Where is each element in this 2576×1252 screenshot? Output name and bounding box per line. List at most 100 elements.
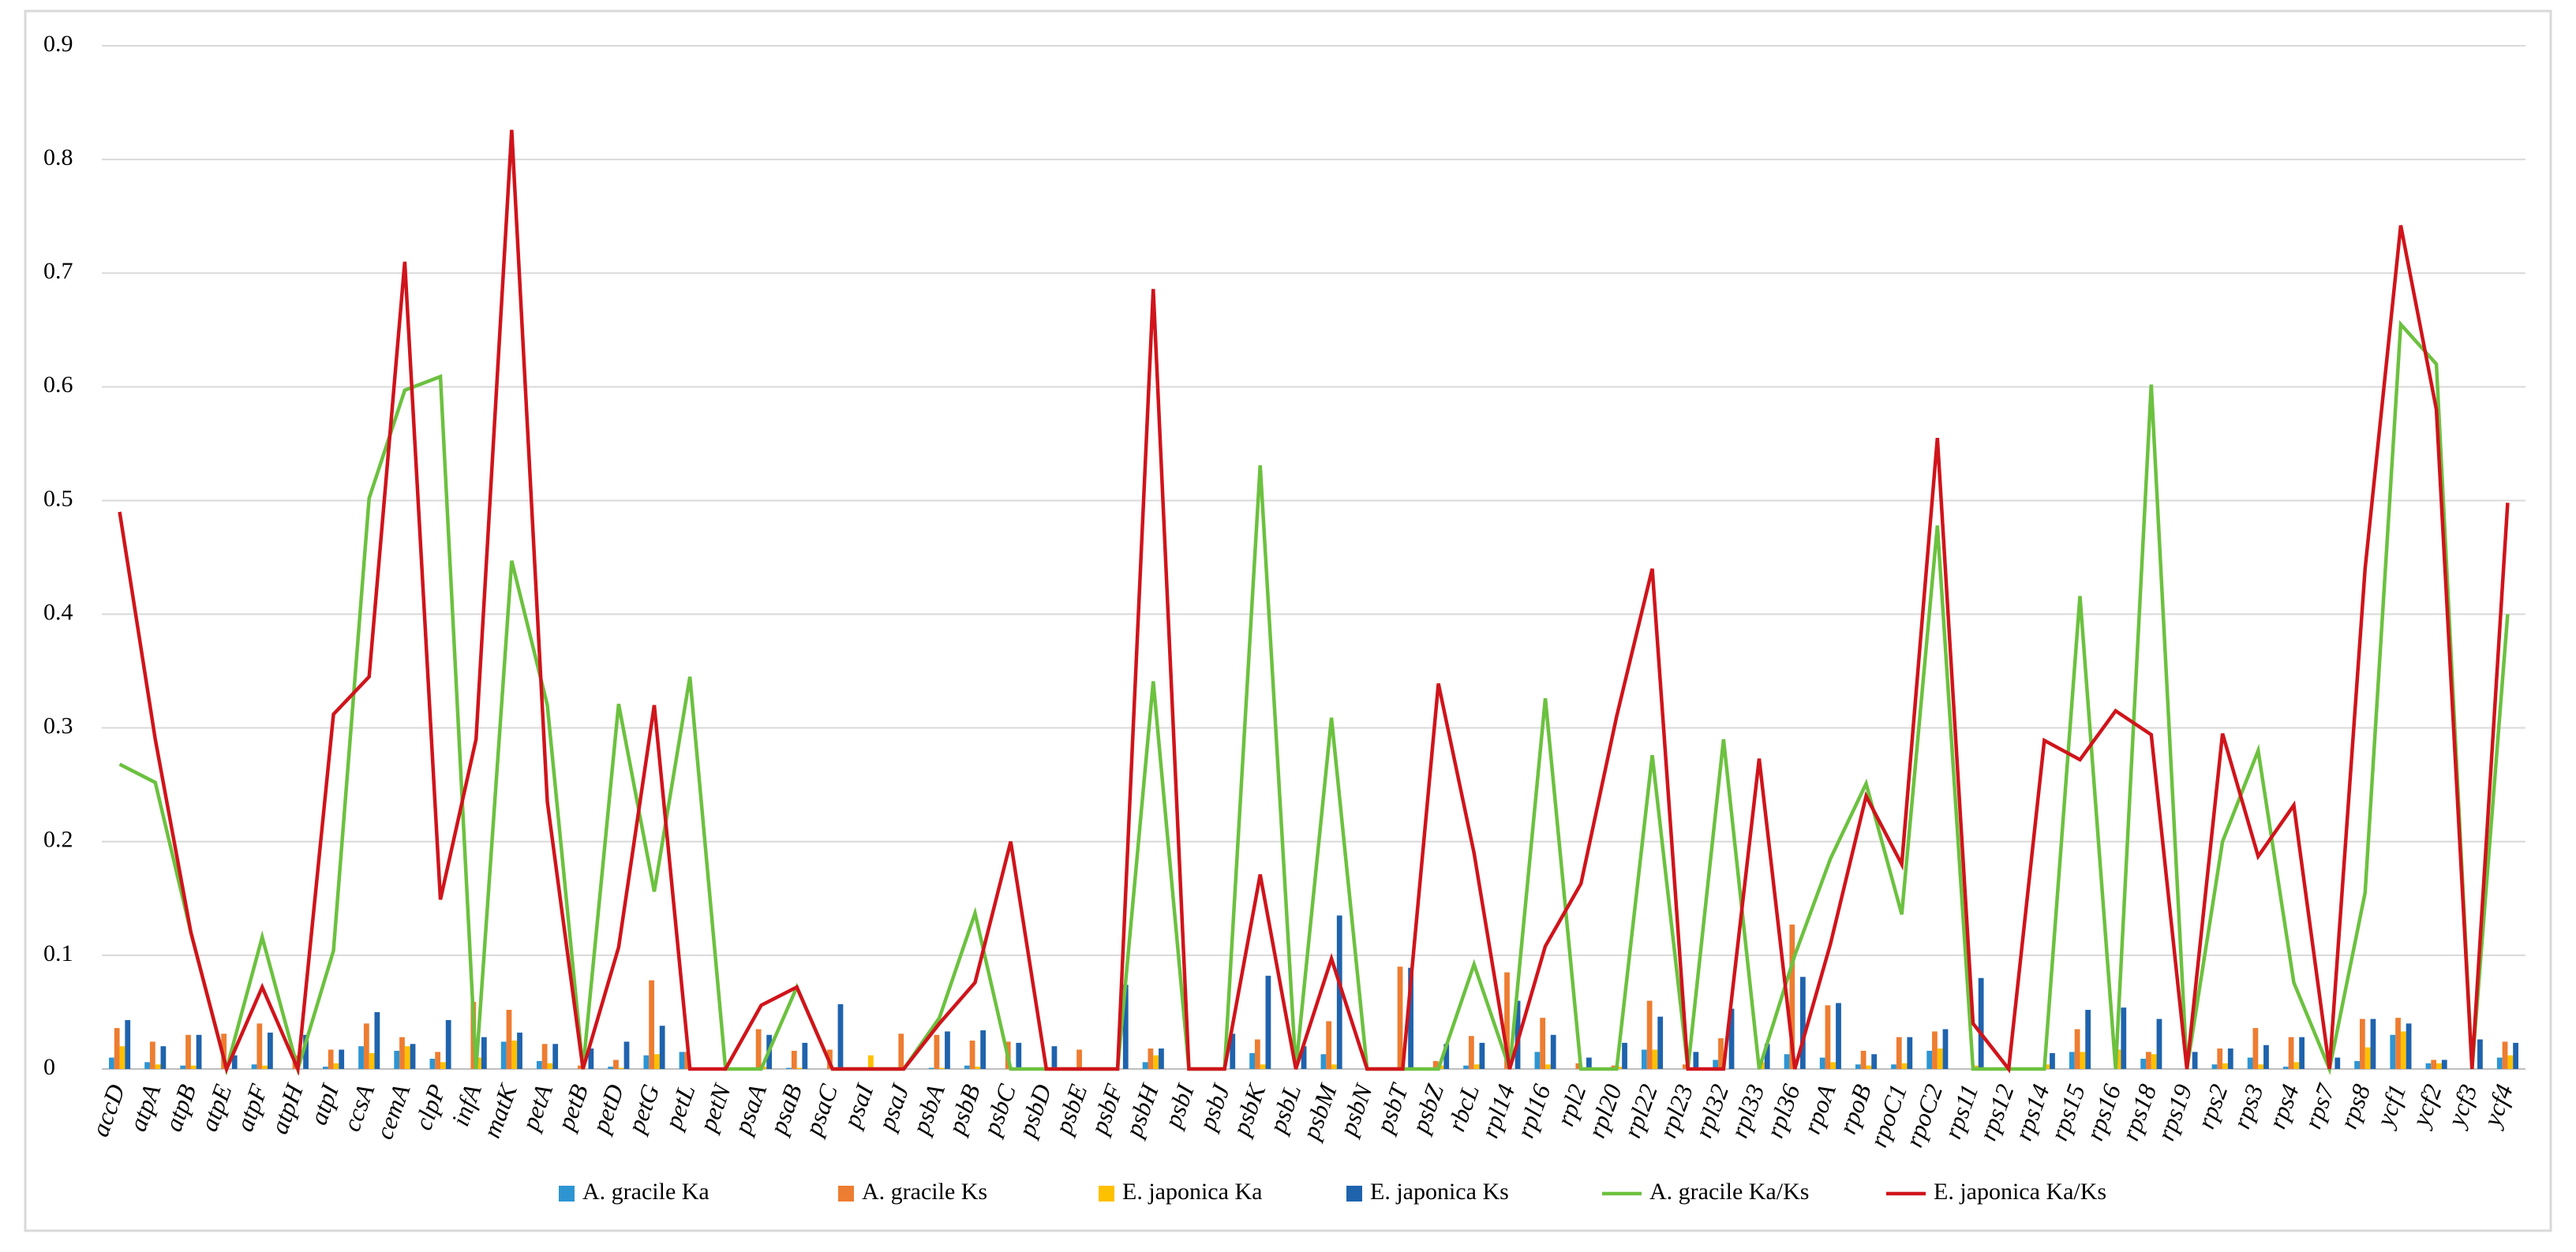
legend-swatch xyxy=(1099,1186,1114,1202)
bar xyxy=(1932,1031,1938,1069)
bar xyxy=(1836,1003,1841,1069)
bar xyxy=(577,1065,583,1069)
bar xyxy=(2258,1064,2264,1069)
bar xyxy=(2121,1007,2127,1069)
bar xyxy=(185,1034,191,1069)
y-tick-label: 0.6 xyxy=(43,372,73,398)
bar xyxy=(2282,1067,2289,1069)
bar xyxy=(2247,1057,2253,1069)
bar xyxy=(867,1055,874,1069)
bar xyxy=(2293,1062,2300,1069)
bar xyxy=(1871,1054,1878,1069)
bar xyxy=(791,1050,797,1069)
bar xyxy=(476,1057,481,1069)
bar xyxy=(2513,1042,2518,1069)
legend-label: A. gracile Ka/Ks xyxy=(1649,1179,1809,1205)
bar xyxy=(1896,1037,1902,1069)
bar xyxy=(2252,1028,2259,1069)
bar xyxy=(1891,1064,1896,1069)
bar xyxy=(623,1041,630,1069)
bar xyxy=(1249,1052,1255,1069)
bar xyxy=(1265,975,1271,1069)
line-series xyxy=(118,320,2510,1076)
bar xyxy=(2227,1048,2233,1069)
bar xyxy=(1622,1042,1627,1069)
bar xyxy=(1230,1033,1236,1069)
bar xyxy=(928,1067,934,1069)
bar xyxy=(2334,1057,2341,1069)
bar xyxy=(608,1067,614,1069)
bar xyxy=(1641,1049,1647,1069)
bar xyxy=(1504,972,1510,1069)
legend-swatch xyxy=(559,1186,575,1202)
bar xyxy=(160,1046,167,1069)
bar xyxy=(481,1037,487,1069)
bar xyxy=(654,1054,660,1069)
bar xyxy=(1301,1046,1307,1069)
bar xyxy=(786,1067,792,1069)
bar xyxy=(2288,1037,2294,1069)
bar xyxy=(761,1067,767,1069)
bar xyxy=(445,1020,451,1069)
bar xyxy=(268,1032,273,1069)
bar xyxy=(969,1040,975,1069)
legend-label: A. gracile Ks xyxy=(862,1179,987,1205)
bar xyxy=(684,1052,691,1069)
bar xyxy=(588,1048,594,1069)
bar xyxy=(1718,1038,1724,1069)
bar xyxy=(2425,1063,2432,1069)
bar xyxy=(109,1057,114,1069)
bar xyxy=(190,1065,197,1069)
bar xyxy=(1534,1052,1541,1069)
bar xyxy=(613,1060,619,1069)
bar xyxy=(1443,1044,1450,1069)
bar xyxy=(1978,977,1984,1069)
bar xyxy=(262,1065,268,1069)
line-series xyxy=(118,129,2510,1076)
legend-label: E. japonica Ka xyxy=(1122,1179,1262,1205)
y-tick-label: 0.3 xyxy=(43,713,73,739)
bar xyxy=(333,1063,339,1069)
bar xyxy=(2441,1060,2447,1069)
bar xyxy=(369,1052,375,1069)
bar xyxy=(180,1065,186,1069)
bar xyxy=(404,1046,410,1069)
bar xyxy=(1682,1064,1688,1069)
y-tick-label: 0.4 xyxy=(43,599,73,625)
bar xyxy=(2359,1018,2365,1069)
bar xyxy=(1860,1050,1866,1069)
bar xyxy=(2400,1031,2406,1069)
bar xyxy=(429,1059,436,1069)
bar xyxy=(1942,1029,1949,1069)
bar xyxy=(2436,1063,2442,1069)
bar xyxy=(1907,1037,1913,1069)
bar xyxy=(2074,1029,2080,1069)
bar xyxy=(1397,966,1403,1069)
bar xyxy=(649,980,655,1069)
bar xyxy=(2146,1052,2151,1069)
bar xyxy=(945,1031,950,1069)
bar xyxy=(939,1067,945,1069)
bar xyxy=(1479,1042,1485,1069)
bar xyxy=(221,1033,227,1069)
bar xyxy=(802,1042,808,1069)
bar xyxy=(500,1041,507,1069)
bar xyxy=(1646,1000,1653,1069)
bar xyxy=(618,1067,624,1069)
bar xyxy=(1540,1018,1546,1069)
bar xyxy=(2390,1034,2396,1069)
bar xyxy=(2222,1063,2228,1069)
bar xyxy=(964,1065,970,1069)
bar xyxy=(1616,1067,1623,1069)
bar xyxy=(1320,1054,1327,1069)
bar xyxy=(1142,1062,1148,1069)
bar xyxy=(196,1034,202,1069)
bar xyxy=(1545,1064,1551,1069)
bar xyxy=(435,1052,441,1069)
bar xyxy=(2192,1052,2198,1069)
bar xyxy=(1764,1044,1770,1069)
bar xyxy=(659,1026,665,1069)
bar xyxy=(1260,1064,1266,1069)
bar xyxy=(898,1033,904,1069)
bar xyxy=(2496,1057,2503,1069)
